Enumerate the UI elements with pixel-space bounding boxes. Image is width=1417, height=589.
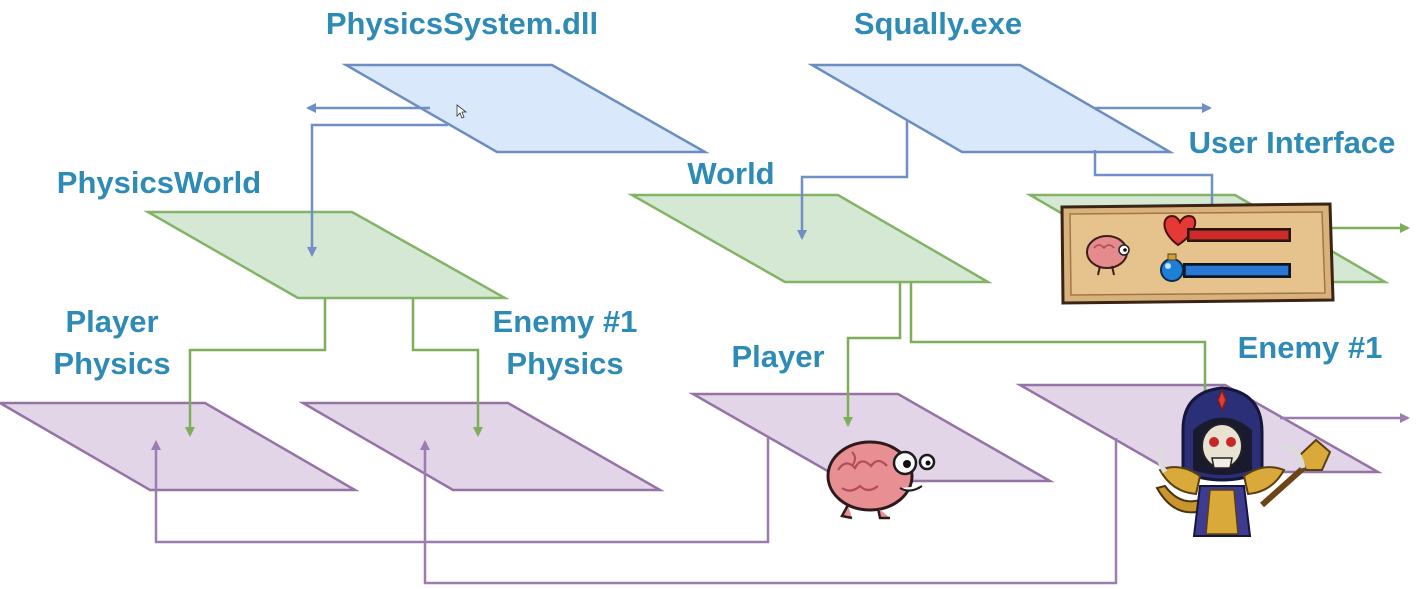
enemy-label: Enemy #1 — [1238, 330, 1383, 365]
physics-world-label: PhysicsWorld — [57, 165, 261, 200]
user-interface-label: User Interface — [1189, 125, 1396, 160]
enemy-physics-label-line2: Physics — [506, 346, 623, 381]
squally-to-ui-arrow — [1093, 150, 1214, 207]
world-to-enemy-arrow — [909, 282, 1207, 398]
squally-exe-plane — [807, 63, 1175, 154]
squally-to-world-arrow — [797, 120, 909, 240]
enemy-to-enemy-physics-arrow — [420, 438, 1118, 585]
player-plane — [688, 392, 1055, 483]
physics-system-plane — [341, 63, 710, 154]
health-mana-panel-icon — [1060, 202, 1335, 305]
player-label: Player — [731, 339, 824, 374]
player-physics-label-line2: Physics — [53, 346, 170, 381]
physics-system-label: PhysicsSystem.dll — [326, 6, 598, 41]
mana-bar-fill — [1186, 266, 1288, 275]
mini-brain-icon — [1086, 235, 1130, 276]
physics-world-plane — [143, 210, 510, 300]
health-bar-fill — [1190, 231, 1288, 239]
brain-creature-icon — [826, 440, 936, 520]
enemy-physics-label-line1: Enemy #1 — [493, 304, 638, 339]
physics-world-to-enemy-physics-arrow — [411, 298, 483, 437]
player-to-player-physics-arrow — [151, 438, 770, 544]
world-label: World — [687, 156, 774, 191]
squally-exe-label: Squally.exe — [854, 6, 1022, 41]
heart-icon — [1163, 214, 1197, 247]
physics-system-to-physics-world-arrow — [307, 123, 448, 257]
mouse-cursor-icon — [456, 104, 468, 119]
player-physics-label-line1: Player — [65, 304, 158, 339]
enemy-physics-plane — [298, 401, 665, 492]
world-plane — [627, 193, 993, 284]
world-to-player-arrow — [843, 282, 902, 427]
player-physics-plane — [0, 401, 360, 492]
skeleton-warrior-icon — [1155, 386, 1332, 537]
physics-world-to-player-physics-arrow — [185, 298, 327, 437]
